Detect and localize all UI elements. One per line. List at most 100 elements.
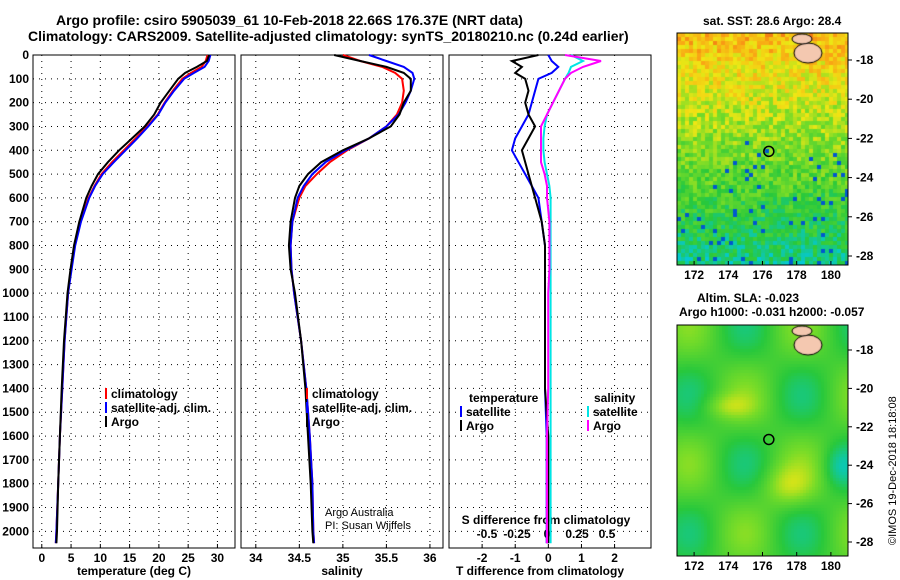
x-axis-label: temperature (deg C) — [77, 564, 191, 578]
x-tick-label: 36 — [423, 551, 437, 565]
y-tick-label: 600 — [9, 191, 29, 205]
map-y-tick-label: -28 — [856, 535, 874, 549]
map-y-tick-label: -26 — [856, 210, 874, 224]
map-x-tick-label: 174 — [718, 559, 738, 573]
x2-tick-label: -0.25 — [503, 527, 531, 541]
legend-swatch — [306, 388, 308, 399]
legend-swatch — [460, 420, 462, 431]
argo-position-marker — [763, 433, 775, 446]
sla-map-subtitle: Argo h1000: -0.031 h2000: -0.057 — [679, 305, 865, 319]
x-tick-label: 0 — [545, 551, 552, 565]
map-y-tick-label: -26 — [856, 497, 874, 511]
x-tick-label: 10 — [94, 551, 108, 565]
x-tick-label: 25 — [181, 551, 195, 565]
legend-label: Argo — [312, 415, 340, 429]
map-y-tick-label: -28 — [856, 249, 874, 263]
map-frame — [676, 32, 849, 266]
sst-map-title: sat. SST: 28.6 Argo: 28.4 — [703, 14, 842, 28]
series-line-argo — [287, 54, 412, 544]
x-tick-label: 20 — [152, 551, 166, 565]
x-tick-label: 30 — [211, 551, 225, 565]
y-tick-label: 1900 — [2, 501, 29, 515]
map-x-tick-label: 178 — [787, 268, 807, 282]
legend-swatch — [105, 416, 107, 427]
map-x-tick-label: 176 — [752, 268, 772, 282]
x-axis-label: salinity — [321, 564, 363, 578]
y-tick-label: 100 — [9, 72, 29, 86]
y-tick-label: 200 — [9, 96, 29, 110]
legend-swatch — [587, 406, 589, 417]
title-line1: Argo profile: csiro 5905039_61 10-Feb-20… — [56, 12, 523, 28]
legend-label: satellite — [593, 405, 638, 419]
map-y-tick-label: -22 — [856, 420, 874, 434]
sla-map-title: Altim. SLA: -0.023 — [697, 291, 800, 305]
legend-title-salinity: salinity — [594, 391, 636, 405]
legend-swatch — [105, 388, 107, 399]
map-x-tick-label: 174 — [718, 268, 738, 282]
legend-label: climatology — [111, 387, 178, 401]
y-tick-label: 800 — [9, 239, 29, 253]
sst-map — [677, 33, 848, 265]
map-y-tick-label: -18 — [856, 343, 874, 357]
legend-label: satellite-adj. clim. — [312, 401, 412, 415]
y-tick-label: 700 — [9, 215, 29, 229]
x-axis-label: T difference from climatology — [456, 564, 624, 578]
map-x-tick-label: 176 — [752, 559, 772, 573]
x-tick-label: 1 — [578, 551, 585, 565]
x-tick-label: 34.5 — [288, 551, 312, 565]
map-frame — [676, 324, 849, 557]
legend-label: Argo — [466, 419, 494, 433]
legend-title-temperature: temperature — [469, 391, 539, 405]
map-x-tick-label: 178 — [787, 559, 807, 573]
y-tick-label: 300 — [9, 119, 29, 133]
panel-2: 34 34.5 35 35.5 36 salinity climatologysatelli… — [240, 54, 444, 578]
credit-line1: Argo Australia — [325, 507, 394, 519]
legend-swatch — [306, 402, 308, 413]
series-line-argo — [55, 54, 211, 544]
map-x-tick-label: 180 — [821, 559, 841, 573]
y-tick-label: 1300 — [2, 358, 29, 372]
y-tick-label: 400 — [9, 143, 29, 157]
legend-label: satellite — [466, 405, 511, 419]
legend-label: climatology — [312, 387, 379, 401]
y-tick-label: 1000 — [2, 286, 29, 300]
x2-tick-label: -0.5 — [477, 527, 498, 541]
plot-frame — [240, 54, 444, 549]
y-tick-label: 1500 — [2, 405, 29, 419]
y-tick-label: 1600 — [2, 429, 29, 443]
legend-label: satellite-adj. clim. — [111, 401, 211, 415]
legend-swatch — [587, 420, 589, 431]
map-y-tick-label: -22 — [856, 131, 874, 145]
map-y-tick-label: -20 — [856, 92, 874, 106]
legend-label: Argo — [593, 419, 621, 433]
y-tick-label: 500 — [9, 167, 29, 181]
legend-swatch — [105, 402, 107, 413]
x-tick-label: 35 — [336, 551, 350, 565]
legend-swatch — [460, 406, 462, 417]
x-tick-label: -2 — [477, 551, 488, 565]
y-tick-label: 1200 — [2, 334, 29, 348]
x-tick-label: -1 — [510, 551, 521, 565]
map-y-tick-label: -18 — [856, 53, 874, 67]
map-y-tick-label: -24 — [856, 458, 874, 472]
series-line-s-argo — [540, 54, 602, 544]
y-tick-label: 0 — [22, 48, 29, 62]
plot-frame — [448, 54, 652, 549]
y-tick-label: 2000 — [2, 524, 29, 538]
x2-tick-label: 0.25 — [565, 527, 589, 541]
map-y-tick-label: -24 — [856, 171, 874, 185]
map-y-tick-label: -20 — [856, 381, 874, 395]
x-tick-label: 15 — [123, 551, 137, 565]
sla-map — [677, 325, 848, 556]
x-tick-label: 0 — [38, 551, 45, 565]
map-x-tick-label: 172 — [684, 268, 704, 282]
x2-tick-label: 0.5 — [599, 527, 616, 541]
y-tick-label: 1800 — [2, 477, 29, 491]
map-x-tick-label: 172 — [684, 559, 704, 573]
y-tick-label: 900 — [9, 262, 29, 276]
plot-frame — [32, 54, 236, 549]
argo-position-marker — [763, 145, 775, 158]
